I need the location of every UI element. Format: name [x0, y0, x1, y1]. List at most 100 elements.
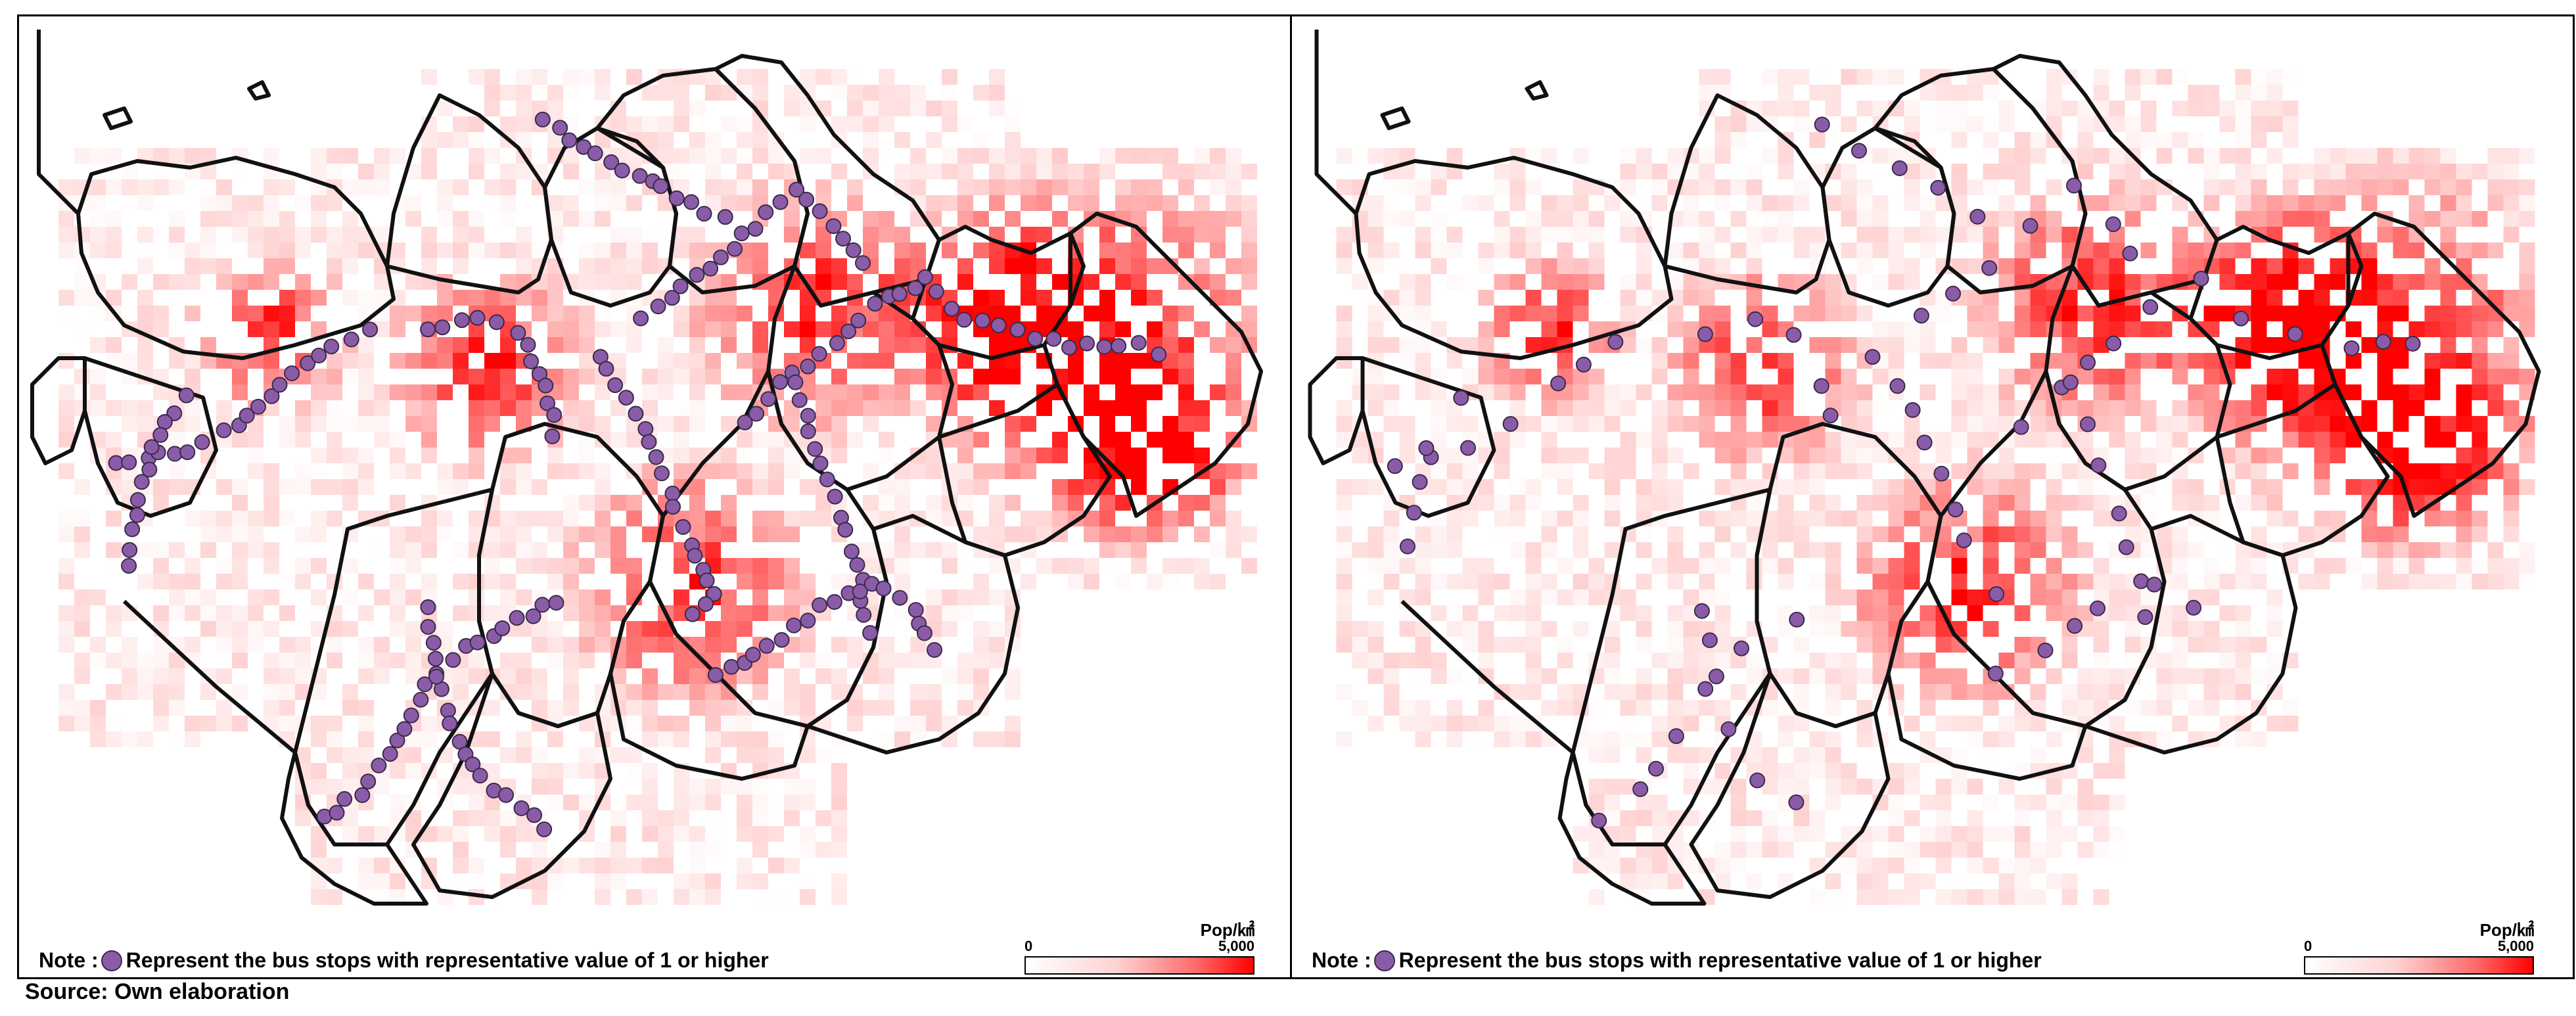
density-cell	[1178, 400, 1194, 416]
density-cell	[2472, 511, 2488, 526]
density-cell	[2235, 164, 2251, 179]
density-cell	[58, 179, 74, 195]
density-cell	[185, 258, 200, 274]
density-cell	[942, 69, 957, 85]
density-cell	[1241, 195, 1257, 211]
density-cell	[1036, 290, 1052, 306]
density-cell	[248, 211, 264, 227]
density-cell	[1951, 85, 1967, 101]
density-cell	[1084, 195, 1099, 211]
density-cell	[721, 306, 737, 321]
bus-stop-marker	[428, 668, 444, 685]
bus-stop-marker	[2186, 599, 2202, 616]
density-cell	[2156, 653, 2173, 668]
density-cell	[1904, 810, 1920, 826]
bus-stop-marker	[1575, 356, 1592, 373]
density-cell	[768, 164, 784, 179]
density-cell	[1841, 384, 1857, 400]
density-cell	[169, 148, 185, 164]
density-cell	[1525, 731, 1542, 747]
density-cell	[2061, 353, 2078, 369]
density-cell	[1856, 621, 1873, 637]
density-cell	[1415, 731, 1431, 747]
density-cell	[295, 463, 311, 479]
density-cell	[1147, 258, 1162, 274]
density-cell	[1730, 432, 1747, 448]
bus-stop-marker	[1749, 772, 1766, 789]
density-cell	[894, 337, 910, 353]
density-cell	[295, 290, 311, 306]
density-cell	[2519, 242, 2535, 258]
bus-stop-marker	[2287, 326, 2303, 342]
density-cell	[1210, 274, 1226, 290]
density-cell	[122, 384, 137, 400]
density-cell	[547, 653, 563, 668]
density-cell	[2424, 211, 2441, 227]
density-cell	[1494, 637, 1510, 653]
bus-stop-marker	[440, 703, 456, 719]
density-cell	[957, 700, 973, 716]
density-cell	[1714, 384, 1731, 400]
density-cell	[74, 369, 90, 384]
density-cell	[342, 211, 358, 227]
density-cell	[421, 242, 437, 258]
density-cell	[232, 621, 248, 637]
density-cell	[2156, 432, 2173, 448]
density-cell	[721, 637, 737, 653]
bus-stop-marker	[1151, 346, 1167, 363]
density-cell	[1904, 842, 1920, 858]
density-cell	[1730, 795, 1747, 810]
bus-stop-marker	[849, 557, 865, 573]
density-cell	[516, 479, 532, 495]
density-cell	[500, 479, 516, 495]
density-cell	[1478, 195, 1494, 211]
density-cell	[1431, 605, 1447, 621]
density-cell	[2125, 369, 2141, 384]
density-cell	[1478, 479, 1494, 495]
density-cell	[453, 858, 469, 873]
density-cell	[1778, 195, 1794, 211]
density-cell	[1825, 85, 1841, 101]
density-cell	[169, 321, 185, 337]
density-cell	[1021, 511, 1036, 526]
density-cell	[1872, 274, 1889, 290]
density-cell	[1699, 400, 1715, 416]
density-cell	[1809, 511, 1826, 526]
density-cell	[2408, 274, 2425, 290]
bus-stop-marker	[488, 314, 505, 331]
density-cell	[405, 274, 421, 290]
density-cell	[1573, 495, 1589, 511]
density-cell	[1636, 637, 1652, 653]
density-cell	[2140, 85, 2157, 101]
density-cell	[547, 558, 563, 574]
density-cell	[1604, 668, 1621, 684]
density-cell	[1557, 290, 1573, 306]
density-cell	[642, 731, 658, 747]
density-cell	[1210, 511, 1226, 526]
density-cell	[1573, 526, 1589, 542]
density-cell	[327, 258, 342, 274]
density-cell	[1099, 258, 1115, 274]
density-cell	[1005, 463, 1021, 479]
density-cell	[1730, 116, 1747, 132]
bus-stop-marker	[727, 241, 743, 257]
density-cell	[1746, 842, 1762, 858]
density-cell	[1699, 716, 1715, 731]
density-cell	[1446, 542, 1463, 558]
density-cell	[768, 605, 784, 621]
density-cell	[2125, 621, 2141, 637]
density-cell	[1084, 463, 1099, 479]
density-cell	[1573, 148, 1589, 164]
density-cell	[1399, 716, 1415, 731]
density-cell	[768, 889, 784, 905]
bus-stop-marker	[2090, 457, 2107, 474]
density-cell	[1983, 164, 1999, 179]
density-cell	[1541, 258, 1557, 274]
density-cell	[469, 337, 484, 353]
density-cell	[484, 526, 500, 542]
density-cell	[137, 574, 153, 589]
density-cell	[847, 195, 863, 211]
density-cell	[1983, 684, 1999, 700]
density-cell	[264, 684, 279, 700]
legend-max: 5,000	[2497, 938, 2534, 954]
